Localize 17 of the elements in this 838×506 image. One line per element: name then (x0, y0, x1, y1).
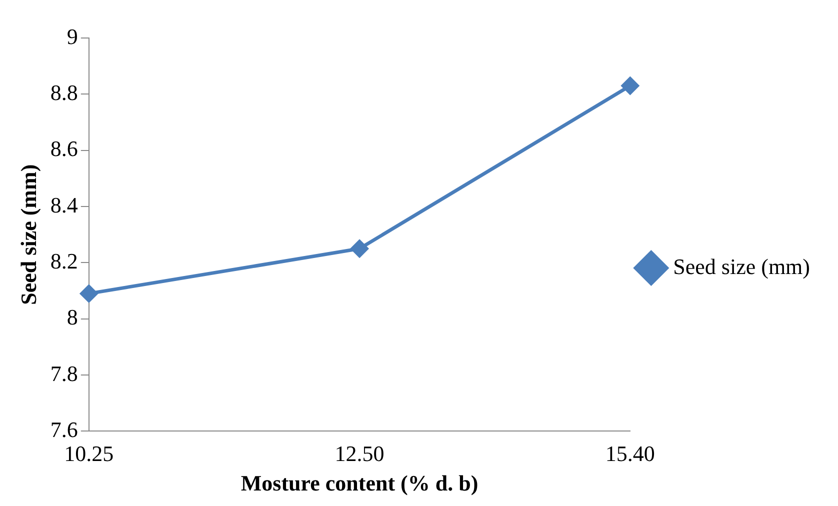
legend-label: Seed size (mm) (673, 254, 810, 279)
x-axis-title: Mosture content (% d. b) (240, 470, 478, 496)
y-axis-title: Seed size (mm) (16, 164, 41, 305)
x-tick-label: 15.40 (605, 441, 655, 466)
y-tick-label: 8.6 (50, 136, 78, 162)
y-tick-label: 8.2 (50, 248, 78, 274)
point (80, 284, 98, 302)
y-tick-label: 9 (66, 24, 78, 49)
point (621, 76, 639, 94)
x-tick-label: 12.50 (334, 441, 384, 466)
y-tick-label: 8.8 (50, 80, 78, 105)
y-tick-label: 8 (66, 304, 78, 330)
x-tick-label: 10.25 (64, 441, 114, 466)
y-tick-label: 7.6 (50, 416, 78, 442)
y-tick-label: 8.4 (50, 192, 78, 218)
point (350, 240, 368, 258)
y-tick-label: 7.8 (50, 360, 78, 386)
